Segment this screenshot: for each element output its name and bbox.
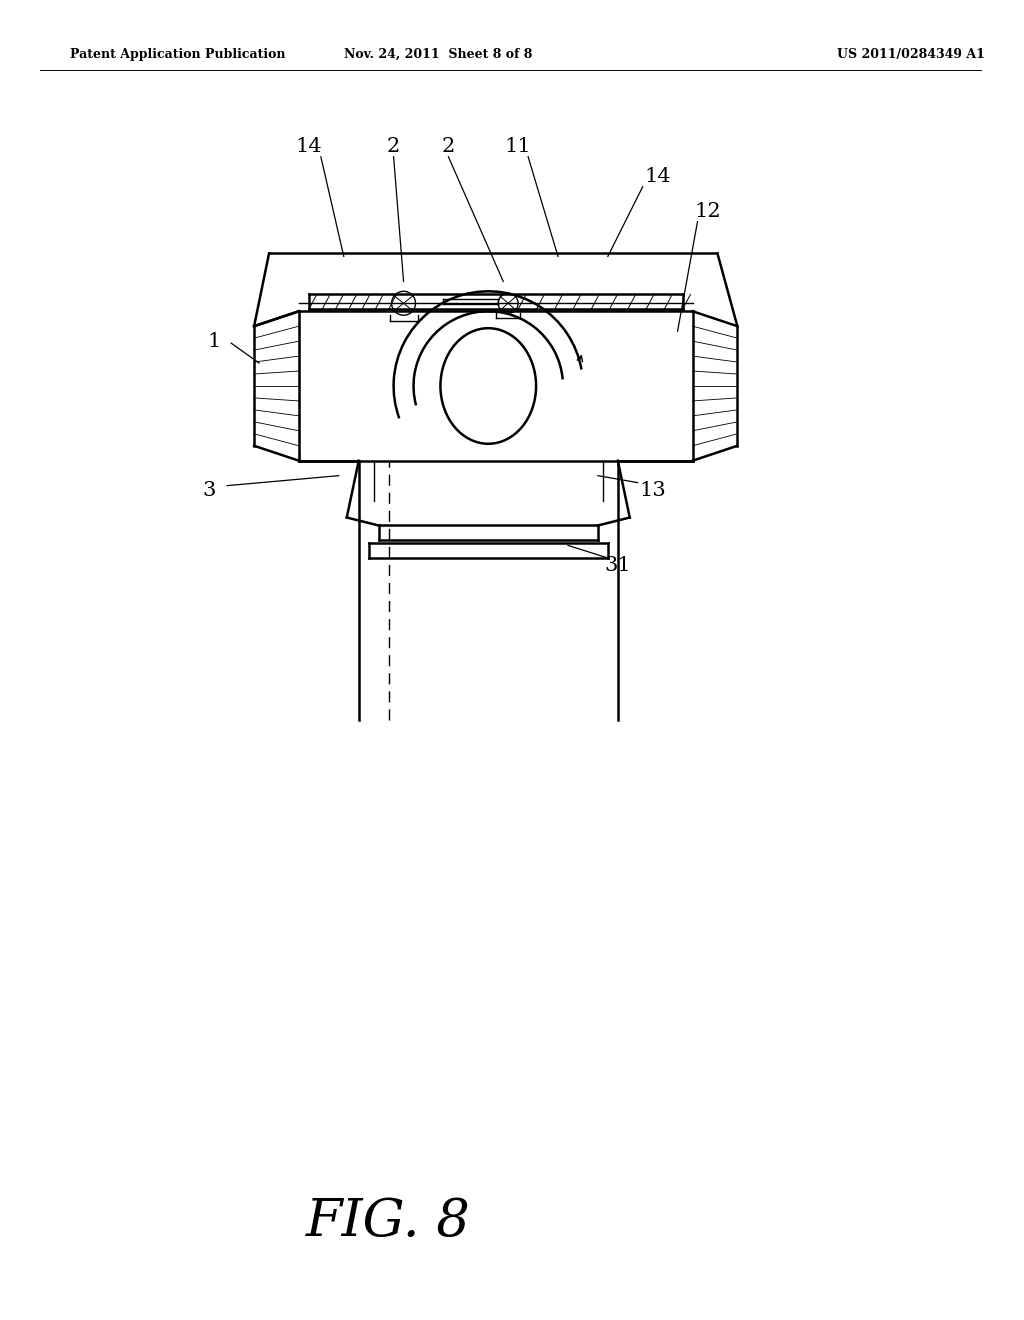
Text: 13: 13 (639, 480, 666, 500)
Text: 12: 12 (694, 202, 721, 220)
Text: 1: 1 (208, 331, 221, 351)
Text: 14: 14 (296, 137, 323, 156)
Text: 2: 2 (441, 137, 455, 156)
Text: FIG. 8: FIG. 8 (306, 1196, 471, 1246)
Text: US 2011/0284349 A1: US 2011/0284349 A1 (837, 48, 985, 61)
Text: 31: 31 (604, 556, 631, 574)
Text: 11: 11 (505, 137, 531, 156)
Text: Patent Application Publication: Patent Application Publication (70, 48, 286, 61)
Text: 14: 14 (644, 168, 671, 186)
Text: Nov. 24, 2011  Sheet 8 of 8: Nov. 24, 2011 Sheet 8 of 8 (344, 48, 532, 61)
Text: 2: 2 (387, 137, 400, 156)
Text: 3: 3 (203, 480, 216, 500)
